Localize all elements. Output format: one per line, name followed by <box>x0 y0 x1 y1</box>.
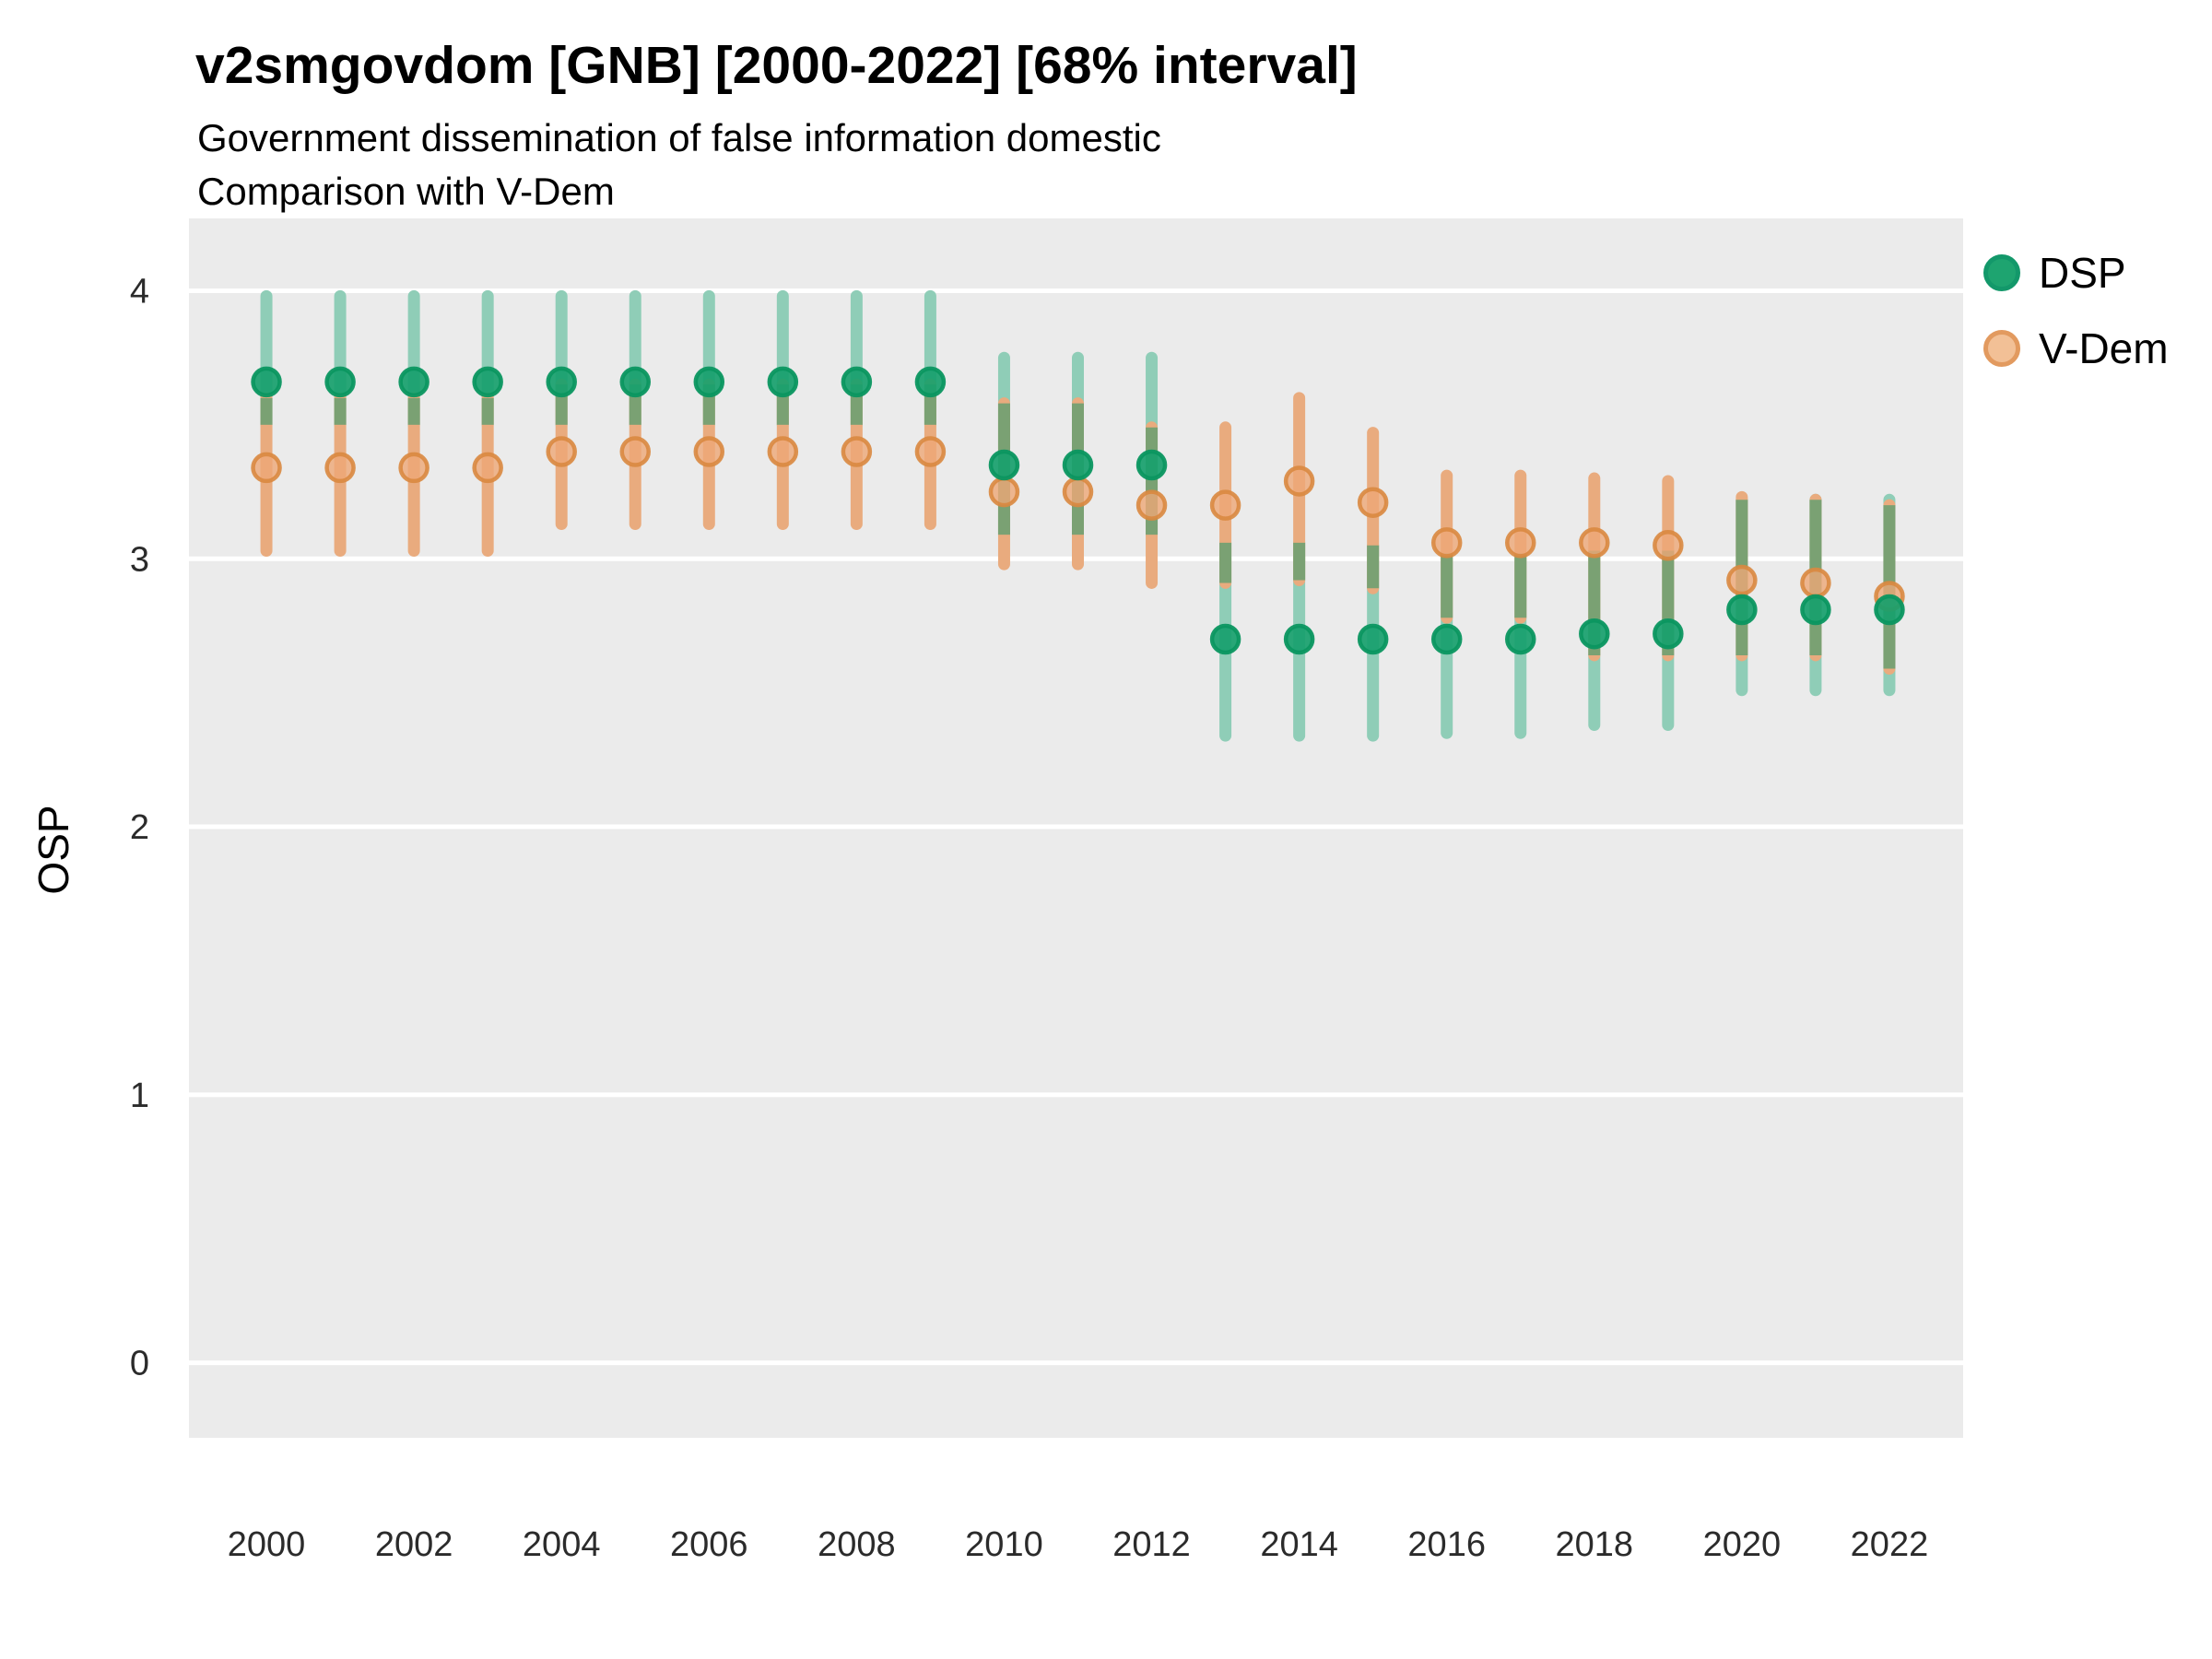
y-tick-label: 3 <box>130 540 149 579</box>
dsp-point <box>546 366 577 398</box>
dsp-point <box>1653 618 1684 650</box>
vdem-point <box>398 452 429 484</box>
y-tick-label: 2 <box>130 808 149 847</box>
vdem-point <box>988 476 1020 508</box>
legend: DSP V-Dem <box>1983 247 2169 374</box>
x-tick-label: 2006 <box>670 1525 748 1564</box>
x-tick-label: 2022 <box>1851 1525 1929 1564</box>
dsp-point <box>1283 623 1315 655</box>
vdem-point <box>1505 527 1536 559</box>
vdem-point <box>324 452 356 484</box>
dsp-point <box>1874 594 1905 626</box>
vdem-point <box>1062 476 1094 508</box>
dsp-point <box>619 366 652 398</box>
dsp-point <box>841 366 873 398</box>
x-tick-label: 2004 <box>523 1525 601 1564</box>
y-tick-label: 4 <box>130 273 149 312</box>
chart-title: v2smgovdom [GNB] [2000-2022] [68% interv… <box>195 36 1358 95</box>
vdem-point <box>1726 564 1758 596</box>
dsp-point <box>1209 623 1241 655</box>
dsp-point <box>1505 623 1536 655</box>
vdem-point <box>767 436 799 467</box>
x-tick-label: 2018 <box>1556 1525 1634 1564</box>
dsp-point <box>1062 449 1094 481</box>
vdem-point <box>1430 527 1463 559</box>
vdem-point <box>693 436 725 467</box>
dsp-point <box>324 366 356 398</box>
vdem-point <box>1209 489 1241 521</box>
dsp-point <box>1579 618 1610 650</box>
dsp-point <box>472 366 503 398</box>
dsp-point <box>988 449 1020 481</box>
dsp-point <box>767 366 799 398</box>
legend-label-dsp: DSP <box>2039 249 2126 297</box>
vdem-point <box>1283 465 1315 497</box>
dsp-point <box>1726 594 1758 626</box>
dsp-legend-dot-icon <box>1983 254 2020 291</box>
vdem-point <box>841 436 873 467</box>
y-tick-label: 0 <box>130 1345 149 1383</box>
chart-subtitle: Government dissemination of false inform… <box>197 116 1161 159</box>
dsp-point <box>1135 449 1168 481</box>
vdem-point <box>1800 567 1831 599</box>
x-tick-label: 2010 <box>965 1525 1043 1564</box>
x-tick-label: 2020 <box>1703 1525 1782 1564</box>
dsp-point <box>914 366 947 398</box>
vdem-point <box>546 436 577 467</box>
vdem-point <box>1135 489 1168 521</box>
vdem-point <box>1653 529 1684 561</box>
vdem-point <box>1357 487 1389 518</box>
dsp-point <box>1800 594 1831 626</box>
x-tick-label: 2016 <box>1407 1525 1486 1564</box>
x-tick-label: 2014 <box>1260 1525 1338 1564</box>
legend-label-vdem: V-Dem <box>2039 324 2169 372</box>
vdem-point <box>1579 527 1610 559</box>
dsp-point <box>693 366 725 398</box>
x-tick-label: 2012 <box>1112 1525 1191 1564</box>
vdem-point <box>472 452 503 484</box>
x-tick-label: 2008 <box>818 1525 896 1564</box>
x-tick-label: 2000 <box>228 1525 306 1564</box>
dsp-point <box>1430 623 1463 655</box>
dsp-point <box>398 366 429 398</box>
y-tick-label: 1 <box>130 1077 149 1115</box>
legend-item-vdem: V-Dem <box>1983 323 2169 374</box>
vdem-point <box>251 452 282 484</box>
chart-subtitle-comparison: Comparison with V-Dem <box>197 170 615 213</box>
vdem-point <box>619 436 652 467</box>
x-tick-label: 2002 <box>375 1525 453 1564</box>
vdem-legend-dot-icon <box>1983 330 2020 367</box>
dsp-point <box>251 366 282 398</box>
legend-item-dsp: DSP <box>1983 247 2169 299</box>
dsp-point <box>1357 623 1389 655</box>
vdem-point <box>914 436 947 467</box>
